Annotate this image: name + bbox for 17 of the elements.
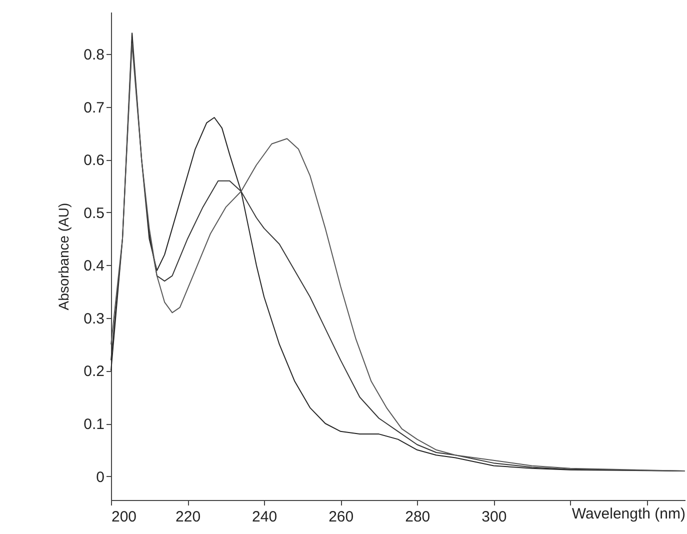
x-tick-label: 280 bbox=[405, 508, 430, 526]
y-tick-label: 0.5 bbox=[84, 204, 104, 222]
x-tick-label: 220 bbox=[176, 508, 201, 526]
y-tick-label: 0.8 bbox=[84, 46, 104, 64]
y-tick-label: 0.3 bbox=[84, 310, 104, 328]
x-axis-title: Wavelength (nm) bbox=[572, 506, 686, 522]
y-axis-title: Absorbance (AU) bbox=[56, 202, 72, 310]
y-tick-label: 0.6 bbox=[84, 152, 104, 170]
x-tick-label: 300 bbox=[482, 508, 507, 526]
y-tick-label: 0.1 bbox=[84, 416, 104, 434]
x-tick-label: 240 bbox=[252, 508, 278, 526]
y-tick-label: 0.2 bbox=[84, 363, 104, 380]
x-tick-label: 260 bbox=[328, 508, 354, 526]
y-tick-label: 0.7 bbox=[84, 99, 104, 116]
y-tick-label: 0.4 bbox=[84, 258, 104, 275]
x-tick-label: 200 bbox=[112, 508, 137, 526]
y-tick-label: 0 bbox=[96, 468, 104, 486]
